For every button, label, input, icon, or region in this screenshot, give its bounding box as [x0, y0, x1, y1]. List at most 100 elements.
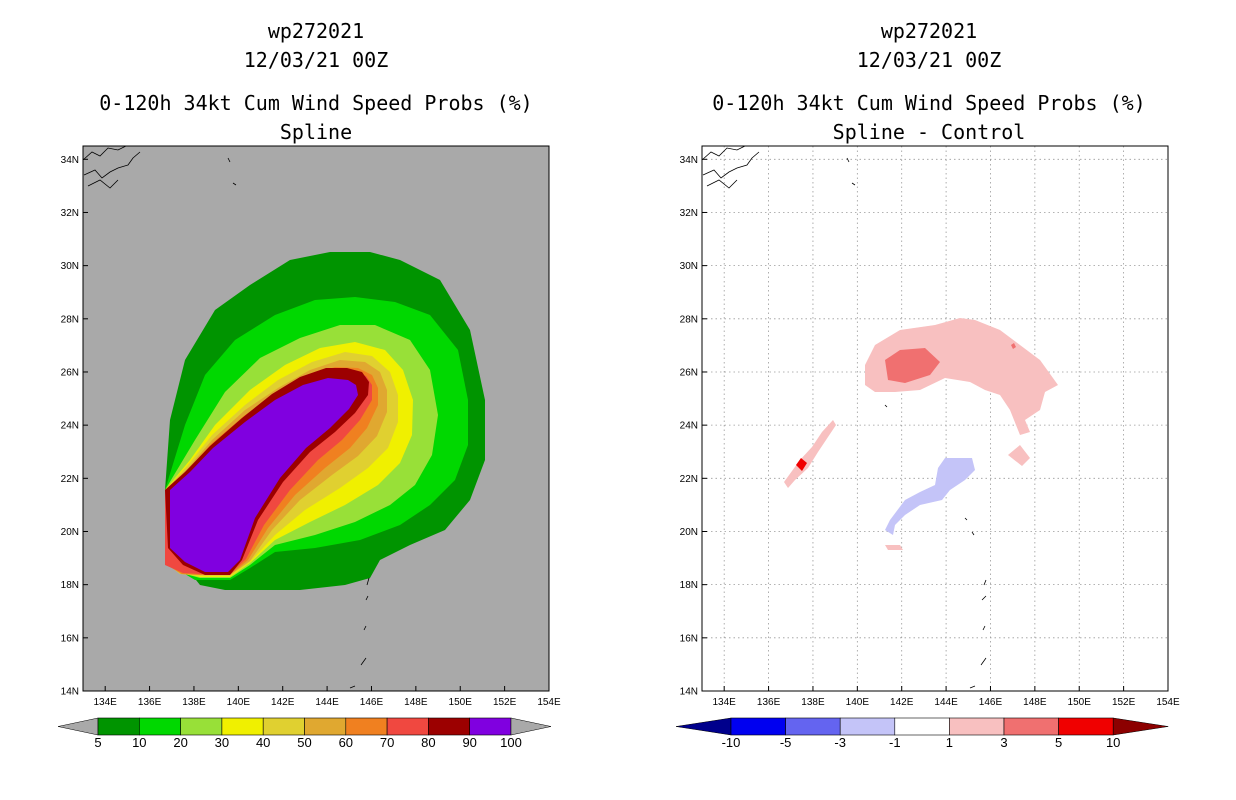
diff-area-positive-southwest [784, 420, 836, 488]
x-tick-label: 136E [138, 697, 162, 708]
colorbar-under-triangle [57, 717, 99, 736]
right-title-product: 0-120h 34kt Cum Wind Speed Probs (%) [712, 91, 1146, 115]
right-map-background [702, 146, 1168, 691]
colorbar-over-triangle [510, 717, 552, 736]
y-tick-label: 14N [61, 687, 79, 698]
y-tick-label: 32N [680, 208, 698, 219]
y-tick-label: 24N [61, 421, 79, 432]
left-title-storm: wp272021 [267, 19, 365, 43]
colorbar-swatch [345, 717, 388, 736]
diff-area-positive-south-small [885, 545, 903, 550]
colorbar-label: 30 [215, 735, 229, 750]
x-tick-label: 140E [227, 697, 251, 708]
x-tick-label: 146E [360, 697, 384, 708]
colorbar-swatch [1003, 717, 1059, 736]
colorbar-label: 5 [94, 735, 101, 750]
right-colorbar: -10 -5 -3 -1 1 3 5 10 [675, 717, 1169, 750]
colorbar-label: 3 [1000, 735, 1007, 750]
colorbar-swatch [1058, 717, 1114, 736]
x-tick-label: 148E [404, 697, 428, 708]
diff-area-negative-south [885, 458, 975, 535]
x-tick-label: 138E [182, 697, 206, 708]
diff-area-positive-southwest-core [796, 458, 807, 471]
x-tick-label: 150E [1068, 697, 1092, 708]
right-axis-ticks: 134E 136E 138E 140E 142E 144E 146E 148E 150E 152E… [680, 155, 1180, 708]
colorbar-label: 50 [297, 735, 311, 750]
y-tick-label: 26N [680, 367, 698, 378]
x-tick-label: 140E [846, 697, 870, 708]
right-map-panel: 134E 136E 138E 140E 142E 144E 146E 148E 150E 152E… [680, 145, 1180, 708]
colorbar-swatch [730, 717, 786, 736]
diff-area-positive-north-2 [1008, 445, 1030, 466]
y-tick-label: 16N [61, 633, 79, 644]
x-tick-label: 152E [493, 697, 517, 708]
colorbar-label: 5 [1055, 735, 1062, 750]
left-coastlines [82, 145, 370, 689]
x-tick-label: 134E [94, 697, 118, 708]
x-tick-label: 136E [757, 697, 781, 708]
difference-areas [784, 318, 1058, 550]
left-map-panel: 134E 136E 138E 140E 142E 144E 146E 148E 150E 152E… [61, 145, 561, 708]
y-tick-label: 30N [61, 261, 79, 272]
colorbar-label: 90 [462, 735, 476, 750]
x-tick-label: 146E [979, 697, 1003, 708]
x-tick-label: 142E [271, 697, 295, 708]
x-tick-label: 148E [1023, 697, 1047, 708]
y-tick-label: 34N [61, 155, 79, 166]
colorbar-label: 20 [173, 735, 187, 750]
y-tick-label: 22N [680, 474, 698, 485]
x-tick-label: 142E [890, 697, 914, 708]
y-tick-label: 34N [680, 155, 698, 166]
colorbar-under-triangle [675, 717, 732, 736]
y-tick-label: 14N [680, 687, 698, 698]
x-tick-label: 152E [1112, 697, 1136, 708]
right-map-frame [701, 145, 1169, 692]
x-tick-label: 138E [801, 697, 825, 708]
colorbar-label: 10 [1106, 735, 1120, 750]
colorbar-swatch [139, 717, 181, 736]
colorbar-swatch [785, 717, 841, 736]
colorbar-label: -1 [889, 735, 901, 750]
colorbar-label: 10 [132, 735, 146, 750]
colorbar-label: 60 [339, 735, 353, 750]
colorbar-swatch [262, 717, 305, 736]
diff-area-positive-north [865, 318, 1058, 435]
diff-area-positive-small [1011, 343, 1016, 349]
y-tick-label: 20N [680, 527, 698, 538]
colorbar-swatch [428, 717, 470, 736]
left-colorbar: 5 10 20 30 40 50 60 70 80 90 100 [57, 717, 552, 750]
probability-swath [165, 252, 485, 590]
y-tick-label: 18N [680, 580, 698, 591]
colorbar-swatch [180, 717, 223, 736]
colorbar-swatch [949, 717, 1005, 736]
x-tick-label: 134E [713, 697, 737, 708]
left-title-datetime: 12/03/21 00Z [243, 48, 389, 72]
colorbar-label: 70 [380, 735, 394, 750]
right-title-storm: wp272021 [880, 19, 978, 43]
colorbar-over-triangle [1112, 717, 1169, 736]
right-title-subtitle: Spline - Control [832, 120, 1026, 144]
colorbar-swatch [469, 717, 512, 736]
colorbar-label: -5 [780, 735, 792, 750]
y-tick-label: 26N [61, 367, 79, 378]
right-title-datetime: 12/03/21 00Z [856, 48, 1002, 72]
right-coastlines [701, 145, 987, 689]
y-tick-label: 28N [680, 314, 698, 325]
colorbar-swatch [839, 717, 896, 736]
prob-area-90 [170, 378, 358, 572]
y-tick-label: 30N [680, 261, 698, 272]
colorbar-swatch [386, 717, 429, 736]
colorbar-label: -3 [834, 735, 846, 750]
colorbar-swatch [221, 717, 264, 736]
y-tick-label: 16N [680, 633, 698, 644]
colorbar-label: 1 [946, 735, 953, 750]
colorbar-label: 100 [500, 735, 522, 750]
left-title-subtitle: Spline [279, 120, 353, 144]
colorbar-label: 80 [421, 735, 435, 750]
colorbar-label: -10 [722, 735, 741, 750]
left-title-product: 0-120h 34kt Cum Wind Speed Probs (%) [99, 91, 533, 115]
x-tick-label: 150E [449, 697, 473, 708]
left-map-frame [82, 145, 550, 692]
x-tick-label: 154E [1156, 697, 1180, 708]
